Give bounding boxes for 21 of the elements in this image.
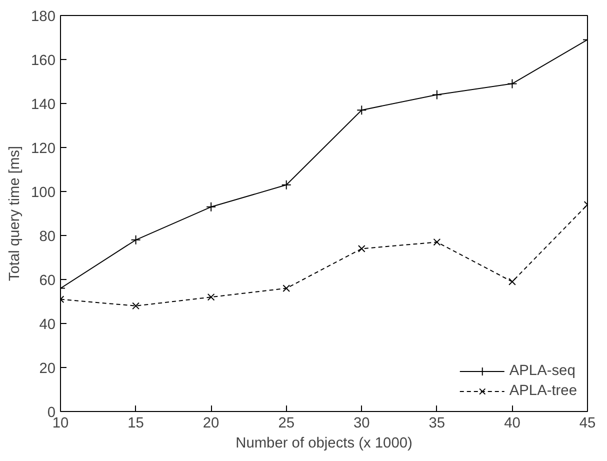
x-tick-label: 25	[278, 416, 295, 432]
x-axis-title: Number of objects (x 1000)	[236, 436, 412, 452]
y-tick-label: 160	[31, 53, 56, 69]
y-tick-label: 120	[31, 141, 56, 157]
y-tick-label: 180	[31, 9, 56, 25]
x-tick-label: 30	[353, 416, 370, 432]
y-tick-label: 100	[31, 185, 56, 201]
x-tick-label: 20	[202, 416, 220, 432]
y-tick-label: 140	[31, 97, 56, 113]
y-tick-label: 80	[39, 229, 56, 245]
y-tick-label: 20	[39, 361, 56, 377]
x-tick-label: 45	[579, 416, 596, 432]
x-tick-label: 10	[52, 416, 69, 432]
legend-label: APLA-tree	[509, 383, 577, 399]
y-axis-title: Total query time [ms]	[7, 146, 24, 282]
y-tick-label: 40	[39, 317, 56, 333]
legend-label: APLA-seq	[509, 363, 576, 379]
x-tick-label: 15	[128, 416, 144, 432]
y-tick-label: 60	[39, 273, 56, 289]
x-tick-label: 35	[428, 416, 446, 432]
x-tick-label: 40	[504, 416, 520, 432]
